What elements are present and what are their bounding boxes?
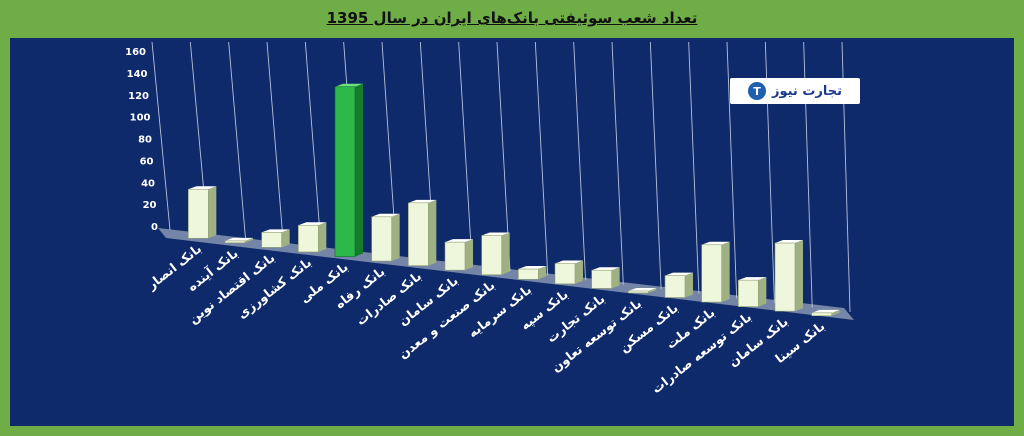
bar-top [665, 272, 693, 276]
bar-side [281, 229, 290, 248]
bar [664, 275, 686, 298]
bar-top [701, 241, 730, 245]
bar-side [208, 186, 217, 239]
bar-side [575, 260, 583, 284]
bar-side [831, 309, 840, 316]
grid-line [458, 41, 473, 267]
bar-top [555, 260, 583, 264]
grid-line [649, 41, 662, 290]
bar-top [738, 277, 767, 281]
bar-side [721, 241, 730, 303]
grid-line [726, 41, 738, 299]
y-tick-label: 100 [130, 113, 151, 124]
bar-top [298, 222, 327, 226]
bar-top [408, 199, 437, 203]
bar-side [501, 232, 510, 275]
y-tick-label: 120 [128, 91, 149, 102]
bar [224, 240, 246, 244]
y-tick-label: 80 [138, 135, 152, 146]
watermark-logo: T تجارت نیوز [730, 78, 860, 104]
logo-text: تجارت نیوز [771, 83, 843, 99]
bar [298, 224, 319, 253]
bar-side [428, 199, 437, 266]
y-tick-label: 140 [127, 69, 148, 80]
bar-side [758, 277, 767, 307]
bar-top [628, 287, 657, 291]
bar [811, 312, 832, 317]
bar-top [261, 229, 290, 233]
grid-line [688, 41, 700, 294]
grid-line [151, 41, 171, 231]
bar-top [775, 240, 803, 244]
bar-top [225, 237, 253, 241]
grid-line [228, 41, 247, 240]
bar [334, 86, 356, 257]
plot-area: 0 20 40 60 80 100 120 140 160 بانک انصار بانک آیند… [10, 38, 1014, 426]
bar-top [591, 267, 620, 271]
bar-top [481, 232, 510, 236]
bar [371, 216, 392, 262]
grid-line [266, 41, 284, 244]
bar-side [465, 239, 473, 271]
bar-side [538, 266, 547, 280]
bar-side [391, 213, 400, 262]
y-tick-label: 0 [151, 222, 158, 233]
bar [591, 269, 612, 289]
bar-side [318, 222, 327, 252]
grid-line [534, 41, 549, 276]
chart-title: تعداد شعب سوئیفتی بانک‌های ایران در سال … [326, 9, 698, 27]
bar-side [648, 287, 657, 293]
bar-top [188, 186, 217, 190]
y-tick-label: 40 [141, 178, 155, 189]
y-tick-label: 160 [125, 47, 146, 58]
bar-top [335, 83, 363, 87]
y-tick-label: 20 [143, 200, 157, 211]
bar-side [611, 267, 620, 289]
bar-top [371, 213, 400, 217]
logo-icon: T [747, 82, 766, 100]
grid-line [304, 41, 322, 249]
bar-side [795, 240, 803, 312]
y-tick-label: 60 [140, 156, 154, 167]
bar-top [518, 266, 547, 270]
bar [188, 188, 209, 239]
bar [701, 244, 722, 303]
bar-side [355, 83, 363, 257]
bar [554, 263, 576, 285]
grid-line [611, 41, 624, 285]
grid-line [573, 41, 587, 281]
bar [518, 268, 539, 280]
bar-top [445, 239, 473, 243]
bar [774, 242, 796, 312]
bar [444, 241, 466, 271]
bar-top [811, 309, 840, 313]
title-bar: تعداد شعب سوئیفتی بانک‌های ایران در سال … [0, 0, 1024, 36]
bar [628, 290, 649, 294]
bar [481, 235, 502, 276]
bar-side [245, 237, 253, 243]
bar [408, 202, 429, 266]
category-label: بانک کشاورزی [234, 254, 314, 321]
bar-side [685, 272, 693, 298]
bar [738, 279, 759, 307]
bar [261, 232, 282, 248]
